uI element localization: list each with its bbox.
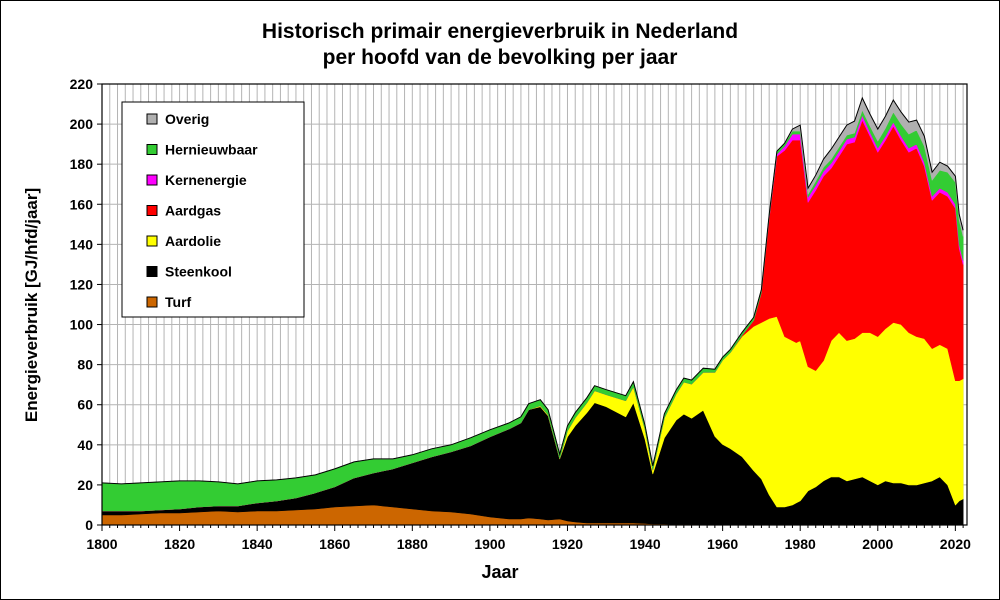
y-tick-label: 160 [70, 196, 94, 212]
legend: Overig Hernieuwbaar Kernenergie Aardgas Aard… [121, 101, 305, 318]
x-tick-label: 1880 [397, 536, 428, 552]
x-tick-label: 1960 [707, 536, 738, 552]
legend-swatch-aardolie [146, 235, 158, 247]
legend-label-aardgas: Aardgas [165, 203, 221, 219]
legend-swatch-kernenergie [146, 174, 158, 186]
y-tick-label: 20 [77, 477, 93, 493]
legend-label-hernieuwbaar: Hernieuwbaar [165, 142, 258, 158]
stacked-areas [101, 96, 964, 526]
x-tick-label: 1980 [785, 536, 816, 552]
y-tick-label: 180 [70, 156, 94, 172]
x-tick-label: 1900 [474, 536, 505, 552]
legend-label-kernenergie: Kernenergie [165, 172, 247, 188]
x-tick-label: 1920 [552, 536, 583, 552]
x-tick-label: 2020 [940, 536, 971, 552]
chart-subtitle: per hoofd van de bevolking per jaar [322, 46, 678, 69]
legend-label-steenkool: Steenkool [165, 264, 232, 280]
y-tick-label: 40 [77, 437, 93, 453]
y-tick-label: 100 [70, 317, 94, 333]
legend-swatch-hernieuwbaar [146, 144, 158, 155]
legend-label-overig: Overig [165, 111, 209, 127]
x-axis-label: Jaar [481, 562, 519, 582]
x-tick-label: 2000 [862, 536, 893, 552]
legend-label-turf: Turf [165, 294, 192, 310]
legend-swatch-turf [146, 296, 158, 308]
legend-swatch-aardgas [146, 205, 158, 216]
x-tick-label: 1820 [164, 536, 195, 552]
tick-labels: 0 20 40 60 80 100 120 140 160 180 200 220 1800 1820 18… [70, 76, 972, 552]
y-tick-label: 60 [77, 397, 93, 413]
legend-swatch-overig [146, 113, 158, 125]
y-tick-label: 0 [85, 517, 93, 533]
x-tick-label: 1800 [86, 536, 117, 552]
x-tick-label: 1860 [319, 536, 350, 552]
y-tick-label: 120 [70, 276, 94, 292]
axes [97, 83, 968, 531]
y-tick-label: 140 [70, 236, 94, 252]
x-tick-label: 1840 [242, 536, 273, 552]
stack-top-outline [101, 96, 964, 485]
plot-border [101, 83, 968, 526]
legend-swatch-steenkool [146, 266, 158, 277]
chart-title: Historisch primair energieverbruik in Ne… [261, 20, 739, 43]
y-tick-label: 220 [70, 76, 94, 92]
x-tick-label: 1940 [629, 536, 660, 552]
y-tick-label: 80 [77, 357, 93, 373]
y-tick-label: 200 [70, 116, 94, 132]
legend-label-aardolie: Aardolie [165, 233, 221, 249]
